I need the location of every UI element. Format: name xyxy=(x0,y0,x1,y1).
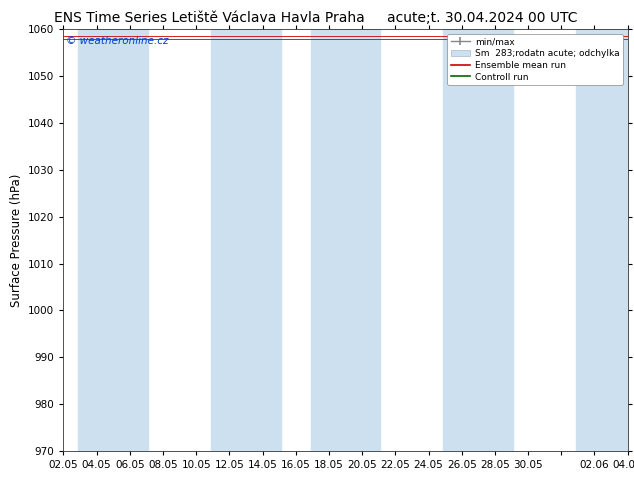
Bar xyxy=(576,29,634,451)
Bar xyxy=(79,29,148,451)
Bar xyxy=(443,29,513,451)
Y-axis label: Surface Pressure (hPa): Surface Pressure (hPa) xyxy=(10,173,23,307)
Legend: min/max, Sm  283;rodatn acute; odchylka, Ensemble mean run, Controll run: min/max, Sm 283;rodatn acute; odchylka, … xyxy=(447,34,623,85)
Bar xyxy=(311,29,380,451)
Text: acute;t. 30.04.2024 00 UTC: acute;t. 30.04.2024 00 UTC xyxy=(387,11,577,25)
Text: © weatheronline.cz: © weatheronline.cz xyxy=(66,36,169,46)
Text: ENS Time Series Letiště Václava Havla Praha: ENS Time Series Letiště Václava Havla Pr… xyxy=(54,11,365,25)
Bar xyxy=(211,29,281,451)
